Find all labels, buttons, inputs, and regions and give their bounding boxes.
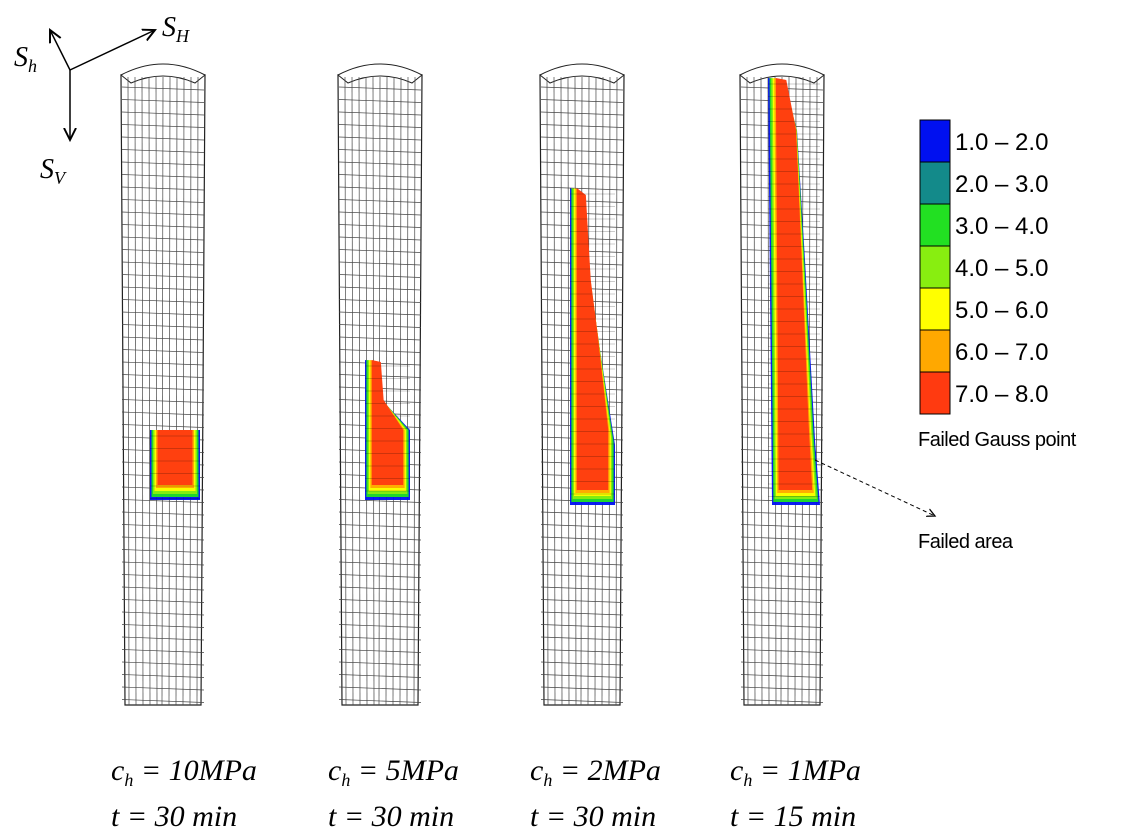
annotation-arrow	[814, 459, 935, 516]
legend-label: 2.0 – 3.0	[955, 171, 1048, 198]
caption-time: t = 30 min	[111, 800, 237, 833]
caption-time: t = 30 min	[328, 800, 454, 833]
mesh-col	[351, 76, 354, 706]
caption-rest: = 2MPa	[552, 754, 661, 787]
caption-time: t = 30 min	[530, 800, 656, 833]
mesh-column	[539, 63, 625, 706]
caption-sub: h	[124, 770, 133, 790]
mesh-col	[168, 76, 171, 706]
mesh-col	[127, 76, 130, 706]
mesh-col	[608, 76, 611, 706]
mesh-col	[134, 76, 137, 706]
legend-title: Failed Gauss point	[918, 429, 1077, 451]
caption-var: c	[328, 754, 341, 787]
caption-var: c	[530, 754, 543, 787]
axis-sv: SV	[40, 154, 67, 188]
mesh-col	[344, 76, 347, 706]
legend-label: 5.0 – 6.0	[955, 297, 1048, 324]
mesh-col	[161, 76, 164, 706]
legend-label: 7.0 – 8.0	[955, 381, 1048, 408]
mesh-col	[189, 76, 192, 706]
axis-sH: SH	[162, 12, 190, 46]
caption-time: t = 15 min	[730, 800, 856, 833]
mesh-col	[815, 76, 818, 706]
caption-rest: = 5MPa	[350, 754, 459, 787]
mesh-col	[753, 76, 756, 706]
legend: 1.0 – 2.0 2.0 – 3.0 3.0 – 4.0 4.0 – 5.0 5.0 …	[919, 119, 1048, 415]
subscript: h	[28, 56, 37, 76]
caption-sub: h	[341, 770, 350, 790]
mesh-col	[182, 76, 185, 706]
mesh-col	[358, 76, 361, 706]
legend-swatch	[919, 287, 951, 331]
mesh-col	[196, 76, 199, 706]
mesh-col	[141, 76, 144, 706]
mesh-col	[413, 76, 416, 706]
legend-swatch	[919, 245, 951, 289]
legend-swatch	[919, 203, 951, 247]
legend-swatch	[919, 329, 951, 373]
subscript: H	[175, 26, 190, 46]
mesh-column	[739, 63, 825, 706]
caption-var: c	[730, 754, 743, 787]
mesh-col	[746, 76, 749, 706]
annotation: Failed area	[918, 531, 1014, 553]
mesh-column	[337, 63, 423, 706]
failed-zone	[371, 360, 404, 485]
legend-label: 6.0 – 7.0	[955, 339, 1048, 366]
caption-sub: h	[543, 770, 552, 790]
mesh-col	[155, 76, 158, 706]
failed-zone	[576, 188, 609, 490]
legend-swatch	[919, 161, 951, 205]
legend-swatch	[919, 119, 951, 163]
legend-swatch	[919, 371, 951, 415]
mesh-col	[148, 76, 151, 706]
mesh-column	[120, 63, 206, 706]
symbol: S	[14, 42, 28, 73]
meshes	[120, 63, 825, 706]
caption-param: ch = 2MPa	[530, 754, 661, 790]
mesh-col	[567, 76, 570, 706]
mesh-col	[760, 76, 763, 706]
caption-param: ch = 5MPa	[328, 754, 459, 790]
caption-rest: = 1MPa	[752, 754, 861, 787]
symbol: S	[40, 154, 54, 185]
legend-label: 3.0 – 4.0	[955, 213, 1048, 240]
caption-param: ch = 1MPa	[730, 754, 861, 790]
subscript: V	[54, 168, 67, 188]
axes-triad	[50, 30, 155, 140]
mesh-col	[560, 76, 563, 706]
mesh-col	[767, 76, 770, 706]
symbol: S	[162, 12, 176, 43]
failed-zone	[157, 430, 193, 485]
mesh-col	[546, 76, 549, 706]
mesh-col	[175, 76, 178, 706]
caption-rest: = 10MPa	[133, 754, 257, 787]
legend-label: 1.0 – 2.0	[955, 129, 1048, 156]
caption-param: ch = 10MPa	[111, 754, 257, 790]
caption-var: c	[111, 754, 124, 787]
caption-sub: h	[743, 770, 752, 790]
axis-sh: Sh	[14, 42, 37, 76]
mesh-col	[615, 76, 618, 706]
legend-label: 4.0 – 5.0	[955, 255, 1048, 282]
mesh-col	[553, 76, 556, 706]
